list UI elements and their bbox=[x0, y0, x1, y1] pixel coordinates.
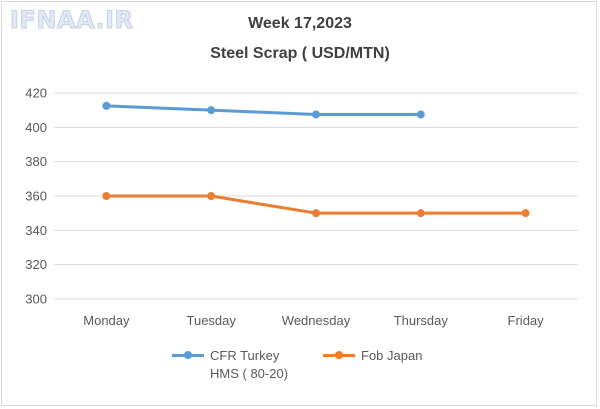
x-tick-label-monday: Monday bbox=[83, 313, 130, 328]
x-tick-label-friday: Friday bbox=[508, 313, 545, 328]
legend-label-cfr-turkey: CFR Turkey HMS ( 80-20) bbox=[210, 347, 288, 383]
x-tick-label-tuesday: Tuesday bbox=[187, 313, 237, 328]
y-tick-label-420: 420 bbox=[25, 86, 47, 101]
chart-subtitle: Steel Scrap ( USD/MTN) bbox=[210, 45, 390, 62]
legend-label-cfr-turkey-line1: CFR Turkey bbox=[210, 348, 280, 363]
legend-swatch-fob-japan bbox=[323, 351, 355, 359]
watermark-logo: IFNAA.IR bbox=[10, 6, 134, 35]
series-0-point-wednesday bbox=[312, 110, 320, 119]
series-0-point-tuesday bbox=[207, 106, 216, 115]
y-tick-label-300: 300 bbox=[25, 292, 47, 307]
x-tick-label-wednesday: Wednesday bbox=[282, 313, 351, 328]
y-tick-label-400: 400 bbox=[25, 120, 47, 135]
y-tick-label-360: 360 bbox=[25, 189, 47, 204]
series-1-point-friday bbox=[521, 209, 530, 218]
series-0-point-thursday bbox=[416, 110, 425, 119]
chart-title: Week 17,2023 bbox=[248, 15, 352, 32]
series-1-point-monday bbox=[102, 192, 111, 200]
series-0-point-monday bbox=[102, 101, 111, 110]
legend-label-fob-japan: Fob Japan bbox=[361, 348, 423, 363]
legend-label-cfr-turkey-line2: HMS ( 80-20) bbox=[210, 366, 289, 381]
y-tick-label-340: 340 bbox=[25, 223, 47, 238]
x-tick-label-thursday: Thursday bbox=[394, 313, 449, 328]
series-1-point-thursday bbox=[416, 209, 425, 218]
series-1-point-tuesday bbox=[207, 192, 216, 200]
y-tick-label-320: 320 bbox=[25, 257, 47, 272]
legend-swatch-cfr-turkey bbox=[172, 351, 204, 359]
series-1-point-wednesday bbox=[312, 209, 320, 218]
series-0-line bbox=[104, 104, 423, 116]
y-tick-label-380: 380 bbox=[25, 154, 47, 169]
